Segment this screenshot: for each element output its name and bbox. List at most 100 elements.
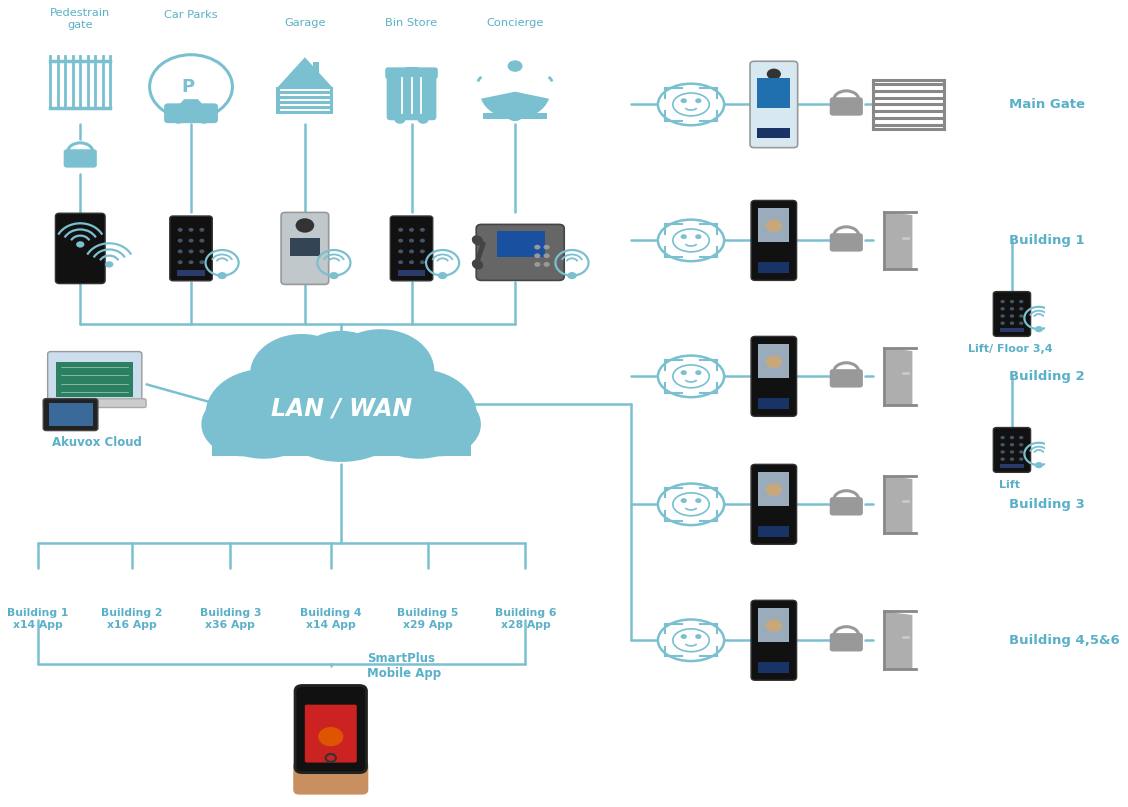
Circle shape bbox=[1019, 443, 1023, 446]
Circle shape bbox=[1010, 443, 1014, 446]
FancyBboxPatch shape bbox=[276, 87, 334, 115]
Circle shape bbox=[695, 98, 702, 103]
Circle shape bbox=[1010, 436, 1014, 439]
FancyBboxPatch shape bbox=[830, 233, 863, 252]
FancyBboxPatch shape bbox=[314, 62, 319, 73]
Circle shape bbox=[200, 239, 204, 243]
Ellipse shape bbox=[472, 236, 483, 245]
Circle shape bbox=[409, 260, 414, 264]
FancyBboxPatch shape bbox=[1001, 328, 1024, 332]
FancyBboxPatch shape bbox=[177, 270, 205, 276]
Circle shape bbox=[329, 272, 338, 279]
FancyBboxPatch shape bbox=[55, 213, 105, 283]
Text: Building 4,5&6: Building 4,5&6 bbox=[1008, 633, 1120, 646]
Circle shape bbox=[1019, 458, 1023, 461]
Circle shape bbox=[535, 262, 540, 267]
Circle shape bbox=[188, 249, 194, 253]
Circle shape bbox=[1019, 450, 1023, 454]
Circle shape bbox=[1001, 436, 1005, 439]
Text: Building 1
x14 App: Building 1 x14 App bbox=[7, 608, 69, 630]
Text: P: P bbox=[182, 77, 194, 96]
Circle shape bbox=[409, 228, 414, 232]
Circle shape bbox=[1010, 300, 1014, 303]
FancyBboxPatch shape bbox=[387, 73, 437, 120]
FancyBboxPatch shape bbox=[47, 352, 142, 403]
Text: Bin Store: Bin Store bbox=[386, 19, 438, 28]
Circle shape bbox=[188, 260, 194, 264]
FancyBboxPatch shape bbox=[830, 497, 863, 516]
Circle shape bbox=[1019, 321, 1023, 325]
Circle shape bbox=[420, 249, 425, 253]
Ellipse shape bbox=[472, 259, 483, 270]
Circle shape bbox=[174, 116, 183, 123]
Circle shape bbox=[188, 228, 194, 232]
Circle shape bbox=[1001, 321, 1005, 325]
Polygon shape bbox=[883, 348, 913, 405]
Circle shape bbox=[420, 239, 425, 243]
Circle shape bbox=[1019, 300, 1023, 303]
FancyBboxPatch shape bbox=[830, 369, 863, 387]
Circle shape bbox=[1001, 458, 1005, 461]
Circle shape bbox=[266, 347, 415, 462]
FancyBboxPatch shape bbox=[758, 208, 790, 242]
Circle shape bbox=[680, 498, 687, 503]
Circle shape bbox=[296, 331, 387, 401]
Circle shape bbox=[766, 355, 782, 368]
FancyBboxPatch shape bbox=[758, 608, 790, 642]
Circle shape bbox=[1010, 458, 1014, 461]
Text: Lift: Lift bbox=[999, 480, 1021, 491]
Text: Building 2
x16 App: Building 2 x16 App bbox=[102, 608, 162, 630]
Circle shape bbox=[1010, 450, 1014, 454]
Circle shape bbox=[420, 260, 425, 264]
Circle shape bbox=[409, 249, 414, 253]
FancyBboxPatch shape bbox=[398, 270, 425, 276]
FancyBboxPatch shape bbox=[390, 216, 433, 281]
FancyBboxPatch shape bbox=[758, 663, 790, 673]
Circle shape bbox=[1001, 450, 1005, 454]
Wedge shape bbox=[481, 92, 549, 119]
FancyBboxPatch shape bbox=[56, 362, 133, 397]
FancyBboxPatch shape bbox=[751, 200, 796, 280]
Circle shape bbox=[1010, 314, 1014, 318]
Circle shape bbox=[1010, 321, 1014, 325]
Circle shape bbox=[177, 228, 183, 232]
Circle shape bbox=[188, 239, 194, 243]
Circle shape bbox=[680, 370, 687, 375]
Circle shape bbox=[766, 483, 782, 496]
Circle shape bbox=[177, 249, 183, 253]
FancyBboxPatch shape bbox=[497, 231, 545, 257]
FancyBboxPatch shape bbox=[758, 262, 790, 273]
FancyBboxPatch shape bbox=[386, 67, 438, 79]
Circle shape bbox=[535, 245, 540, 249]
FancyBboxPatch shape bbox=[483, 113, 547, 119]
FancyBboxPatch shape bbox=[170, 216, 212, 281]
Circle shape bbox=[177, 239, 183, 243]
Circle shape bbox=[409, 239, 414, 243]
FancyBboxPatch shape bbox=[49, 404, 92, 426]
FancyBboxPatch shape bbox=[994, 428, 1031, 472]
Text: Building 4
x14 App: Building 4 x14 App bbox=[300, 608, 362, 630]
Polygon shape bbox=[177, 99, 204, 107]
Text: Garage: Garage bbox=[284, 18, 326, 27]
Circle shape bbox=[296, 218, 315, 232]
Circle shape bbox=[766, 619, 782, 632]
FancyBboxPatch shape bbox=[758, 344, 790, 378]
Text: Building 3: Building 3 bbox=[1008, 498, 1085, 511]
Circle shape bbox=[218, 272, 227, 279]
Circle shape bbox=[544, 253, 549, 258]
FancyBboxPatch shape bbox=[758, 399, 790, 408]
Text: Building 3
x36 App: Building 3 x36 App bbox=[200, 608, 261, 630]
Circle shape bbox=[767, 69, 781, 80]
Circle shape bbox=[398, 239, 403, 243]
Text: Concierge: Concierge bbox=[486, 18, 544, 27]
Text: Building 1: Building 1 bbox=[1008, 234, 1084, 247]
FancyBboxPatch shape bbox=[164, 103, 218, 123]
Circle shape bbox=[1019, 436, 1023, 439]
Text: Akuvox Cloud: Akuvox Cloud bbox=[52, 437, 142, 449]
Circle shape bbox=[508, 61, 522, 72]
FancyBboxPatch shape bbox=[757, 78, 791, 108]
Circle shape bbox=[1001, 443, 1005, 446]
Circle shape bbox=[1019, 307, 1023, 311]
Circle shape bbox=[1019, 314, 1023, 318]
Circle shape bbox=[205, 369, 321, 458]
